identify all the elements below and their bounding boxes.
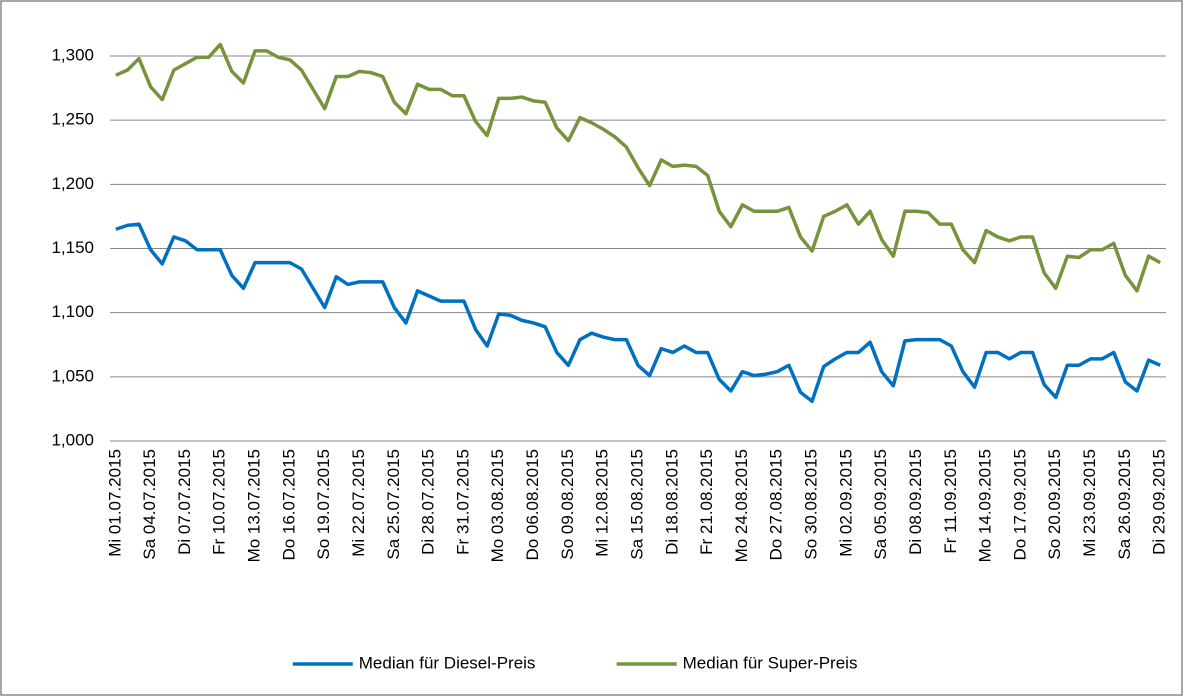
- x-tick-label: Mo 24.08.2015: [732, 449, 751, 562]
- x-tick-label: Mi 22.07.2015: [349, 449, 368, 557]
- y-tick-label: 1,300: [51, 45, 94, 64]
- x-tick-label: Sa 05.09.2015: [871, 449, 890, 560]
- x-tick-label: So 09.08.2015: [558, 449, 577, 560]
- x-tick-label: Di 18.08.2015: [662, 449, 681, 555]
- x-tick-label: Di 29.09.2015: [1150, 449, 1169, 555]
- x-tick-label: Di 07.07.2015: [175, 449, 194, 555]
- y-tick-label: 1,000: [51, 430, 94, 449]
- x-tick-label: Sa 15.08.2015: [627, 449, 646, 560]
- series-line: [115, 222, 1161, 403]
- x-tick-label: Do 16.07.2015: [279, 449, 298, 561]
- x-tick-label: Fr 10.07.2015: [210, 449, 229, 555]
- x-tick-label: Do 17.09.2015: [1010, 449, 1029, 561]
- x-tick-label: Fr 11.09.2015: [941, 449, 960, 554]
- x-tick-label: So 20.09.2015: [1045, 449, 1064, 560]
- x-tick-label: Mo 13.07.2015: [245, 449, 264, 562]
- x-tick-label: Mo 03.08.2015: [488, 449, 507, 562]
- x-tick-label: Mo 14.09.2015: [976, 449, 995, 562]
- x-tick-label: Sa 25.07.2015: [384, 449, 403, 560]
- x-tick-label: Mi 23.09.2015: [1080, 449, 1099, 557]
- x-tick-label: Sa 26.09.2015: [1115, 449, 1134, 560]
- y-tick-label: 1,150: [51, 238, 94, 257]
- legend-label: Median für Diesel-Preis: [359, 653, 536, 672]
- legend-label: Median für Super-Preis: [683, 653, 858, 672]
- x-tick-label: Sa 04.07.2015: [140, 449, 159, 560]
- x-tick-label: Fr 21.08.2015: [697, 449, 716, 555]
- y-tick-label: 1,200: [51, 174, 94, 193]
- y-tick-label: 1,100: [51, 302, 94, 321]
- x-tick-label: Do 27.08.2015: [767, 449, 786, 561]
- x-tick-label: Mi 12.08.2015: [593, 449, 612, 557]
- y-tick-label: 1,250: [51, 110, 94, 129]
- x-tick-label: So 30.08.2015: [802, 449, 821, 560]
- x-tick-label: Fr 31.07.2015: [453, 449, 472, 555]
- x-tick-label: Mi 01.07.2015: [105, 449, 124, 557]
- y-tick-label: 1,050: [51, 366, 94, 385]
- x-tick-label: So 19.07.2015: [314, 449, 333, 560]
- x-tick-label: Di 08.09.2015: [906, 449, 925, 555]
- x-tick-label: Mi 02.09.2015: [836, 449, 855, 557]
- x-tick-label: Di 28.07.2015: [419, 449, 438, 555]
- x-tick-label: Do 06.08.2015: [523, 449, 542, 561]
- series-line: [115, 42, 1162, 293]
